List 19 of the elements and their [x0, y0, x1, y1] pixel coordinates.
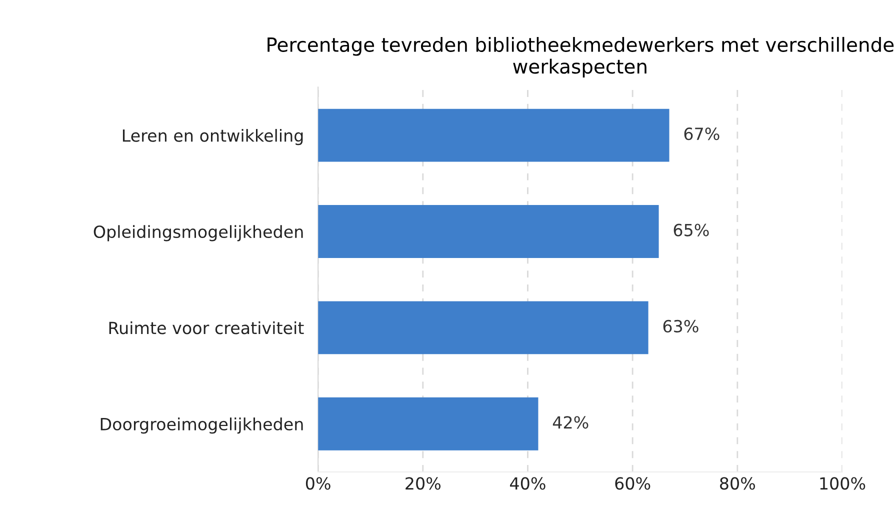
y-tick-label: Doorgroeimogelijkheden [100, 418, 303, 434]
y-tick-label: Opleidingsmogelijkheden [94, 225, 303, 242]
data-label: 67% [684, 128, 720, 140]
bar [318, 108, 670, 162]
data-label: 42% [552, 416, 588, 429]
chart-title: Percentage tevreden bibliotheekmedewerkers met verschillende werkaspecten [268, 36, 894, 78]
y-tick-label: Ruimte voor creativiteit [109, 321, 304, 334]
x-tick-label: 20% [406, 477, 441, 490]
x-tick-label: 0% [306, 477, 330, 490]
x-tick-label: 100% [820, 477, 866, 490]
data-label: 63% [663, 320, 698, 333]
bar [318, 301, 648, 354]
y-tick-label: Leren en ontwikkeling [122, 128, 303, 146]
x-tick-label: 80% [720, 477, 756, 490]
x-tick-label: 60% [615, 477, 650, 490]
data-label: 65% [674, 224, 709, 236]
bar [318, 205, 659, 258]
x-tick-label: 40% [510, 477, 546, 490]
bar [318, 397, 538, 450]
